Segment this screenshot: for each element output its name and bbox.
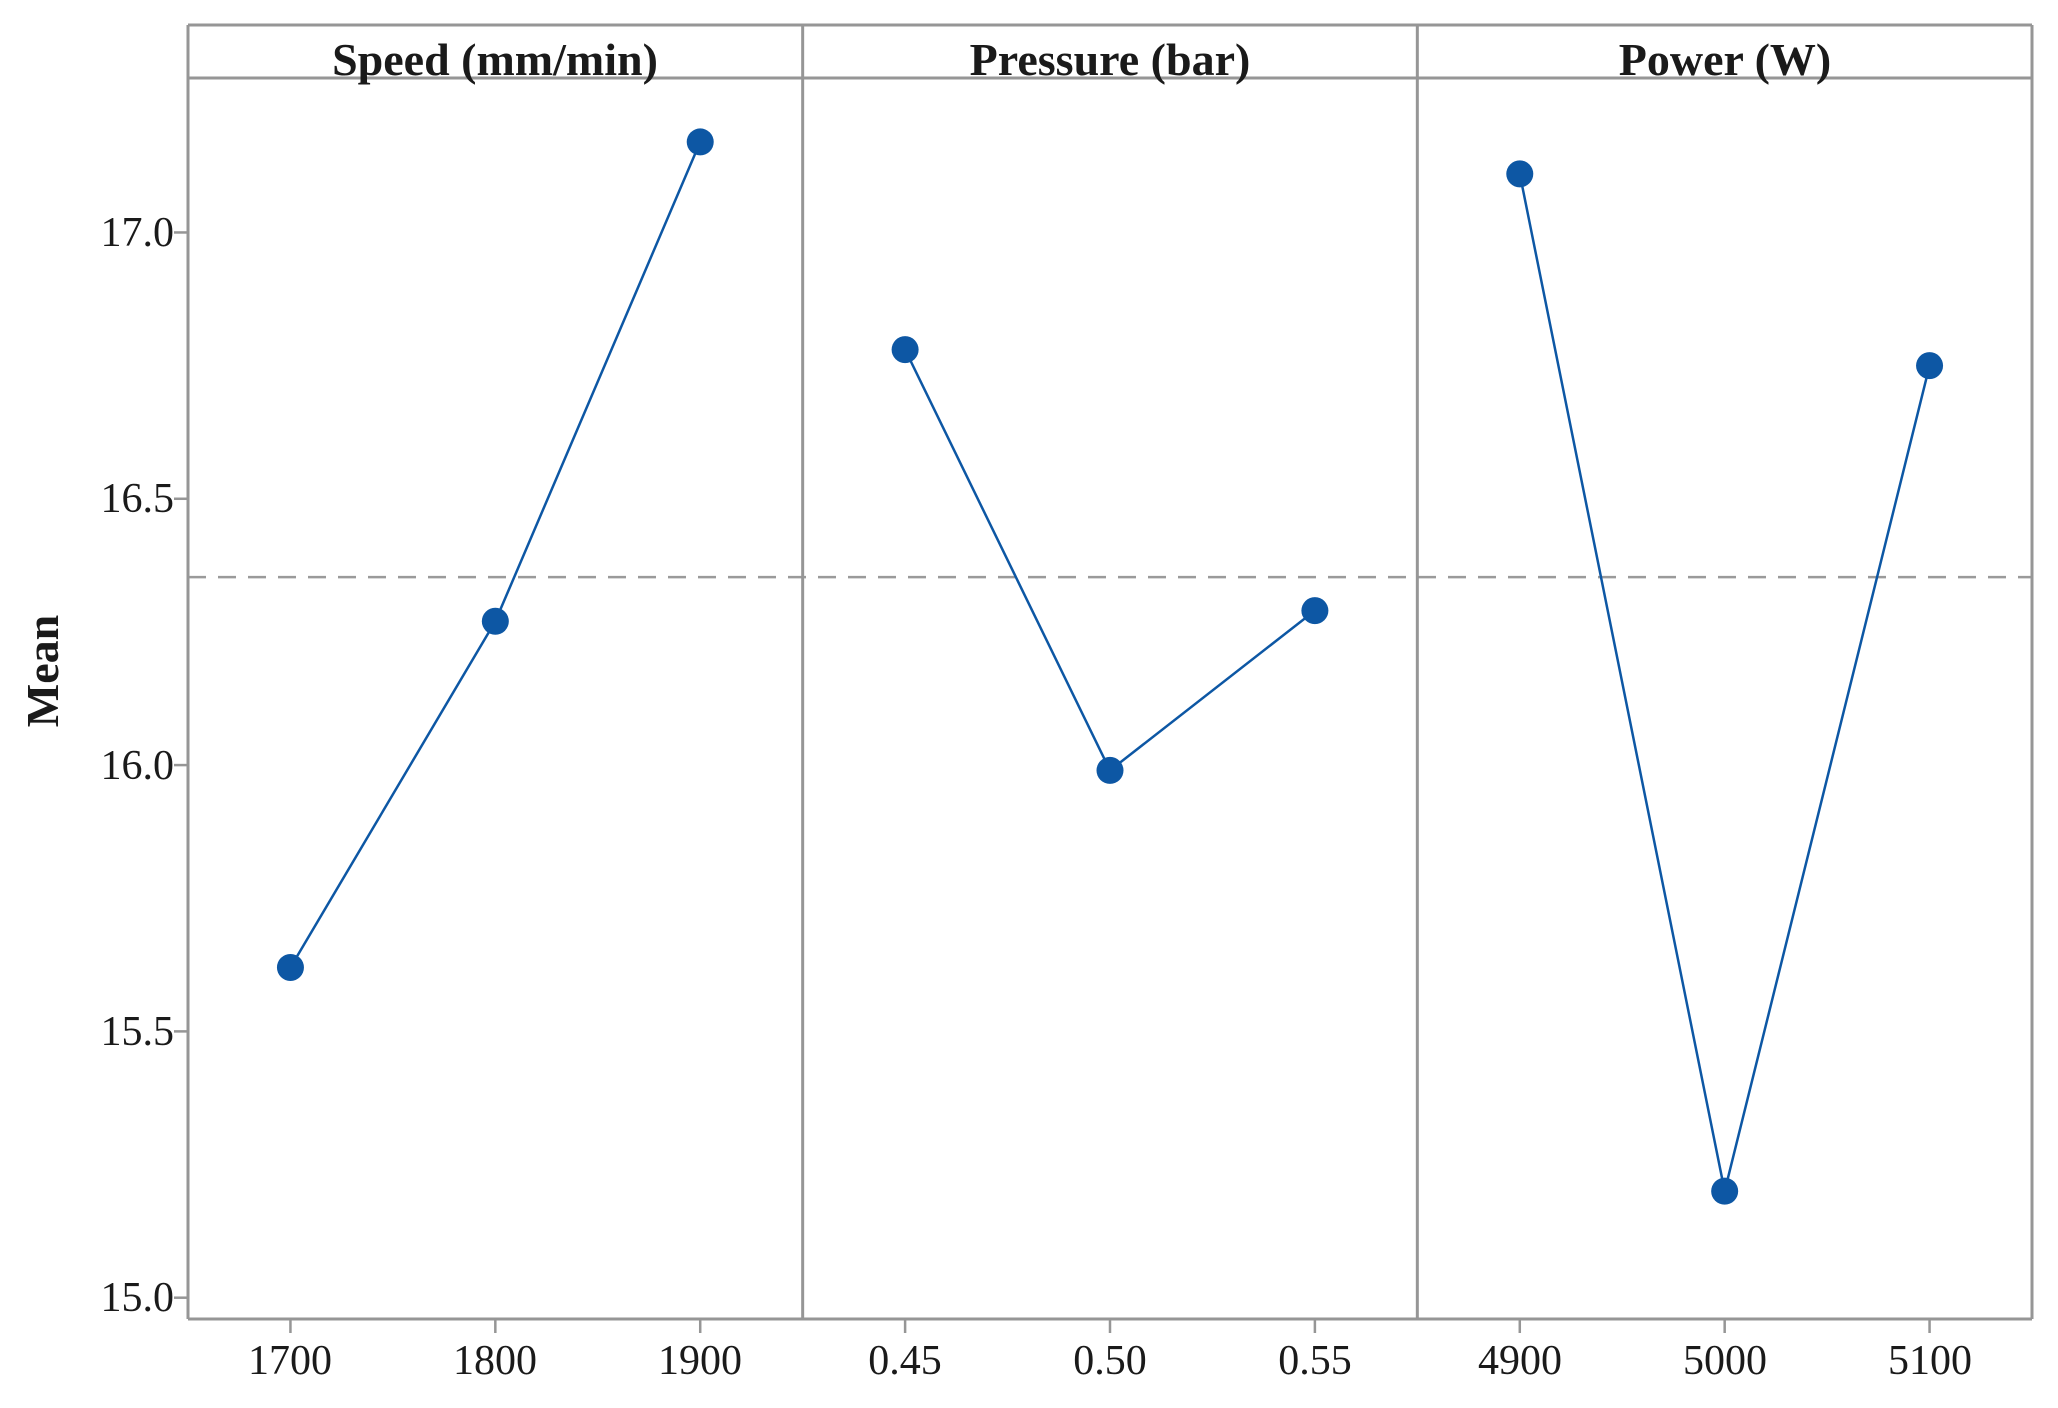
x-tick-label-5100: 5100 <box>1888 1338 1972 1384</box>
y-tick-label-15-5: 15.5 <box>100 1009 175 1055</box>
panel-title-pressure: Pressure (bar) <box>969 34 1251 85</box>
y-tick-label-17-0: 17.0 <box>100 210 175 256</box>
x-tick-label-5000: 5000 <box>1683 1338 1767 1384</box>
y-tick-label-16-5: 16.5 <box>100 476 175 522</box>
panel-title-power: Power (W) <box>1618 34 1832 85</box>
x-tick-label-1900: 1900 <box>658 1338 742 1384</box>
data-point-pressure-0-50 <box>1096 756 1124 784</box>
data-point-speed-1800 <box>481 607 509 635</box>
x-tick-label-0-45: 0.45 <box>868 1338 942 1384</box>
x-tick-label-0-50: 0.50 <box>1073 1338 1147 1384</box>
x-tick-label-0-55: 0.55 <box>1278 1338 1352 1384</box>
x-tick-label-1700: 1700 <box>248 1338 332 1384</box>
data-point-speed-1900 <box>686 128 714 156</box>
data-point-power-5000 <box>1711 1177 1739 1205</box>
data-point-power-4900 <box>1506 160 1534 188</box>
y-tick-label-15-0: 15.0 <box>100 1275 175 1321</box>
data-point-power-5100 <box>1916 352 1944 380</box>
series-line-speed <box>289 141 702 969</box>
data-point-pressure-0-55 <box>1301 597 1329 625</box>
series-line-power <box>1518 173 1931 1192</box>
panel-title-speed: Speed (mm/min) <box>332 34 658 85</box>
x-tick-label-1800: 1800 <box>453 1338 537 1384</box>
series-line-pressure <box>903 349 1316 773</box>
x-tick-label-4900: 4900 <box>1478 1338 1562 1384</box>
data-point-pressure-0-45 <box>891 336 919 364</box>
y-tick-label-16-0: 16.0 <box>100 743 175 789</box>
data-point-speed-1700 <box>276 953 304 981</box>
